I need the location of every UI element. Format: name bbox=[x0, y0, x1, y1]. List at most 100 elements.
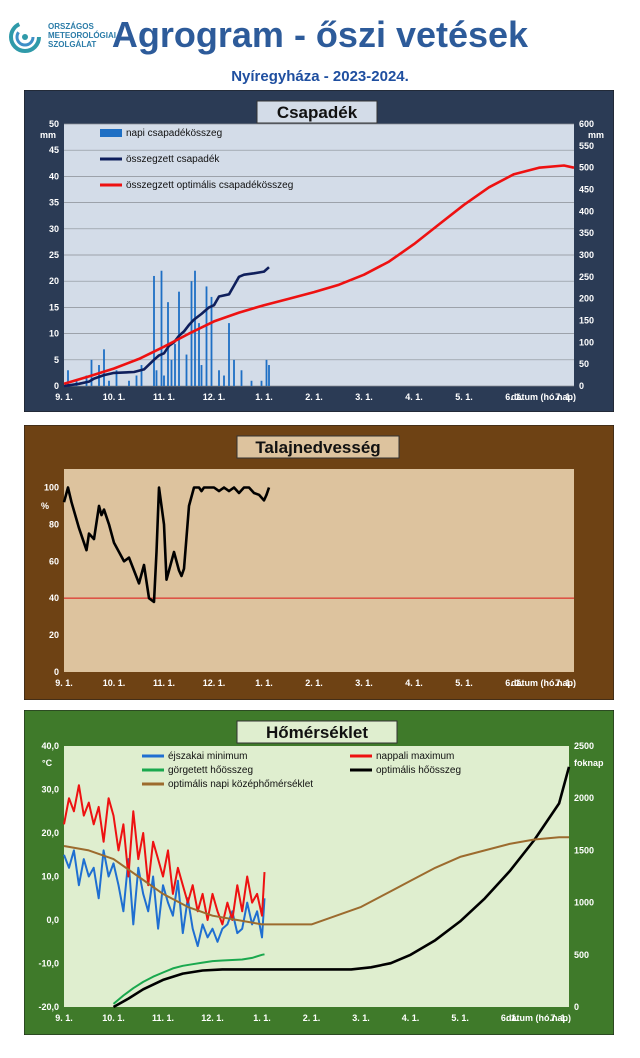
bar bbox=[218, 370, 220, 386]
legend-label: görgetett hőösszeg bbox=[168, 765, 253, 776]
y-right-tick-label: 1000 bbox=[574, 898, 594, 908]
bar bbox=[128, 380, 130, 386]
x-tick-label: 5. 1. bbox=[455, 678, 473, 688]
logo-text: ORSZÁGOS METEOROLÓGIAI SZOLGÁLAT bbox=[48, 22, 116, 49]
bar bbox=[67, 370, 69, 386]
chart-title: Csapadék bbox=[277, 103, 358, 122]
x-tick-label: 11. 1. bbox=[152, 1013, 174, 1023]
bar bbox=[268, 365, 270, 386]
x-axis-label: dátum (hó.nap) bbox=[511, 392, 576, 402]
legend-label: éjszakai minimum bbox=[168, 751, 247, 762]
precipitation-chart: Csapadék05101520253035404550050100150200… bbox=[24, 90, 614, 412]
logo-swirl-icon bbox=[9, 21, 41, 53]
y-tick-label: -10,0 bbox=[38, 959, 59, 969]
y-tick-label: 40 bbox=[49, 171, 59, 181]
x-tick-label: 3. 1. bbox=[352, 1013, 370, 1023]
x-tick-label: 9. 1. bbox=[55, 678, 73, 688]
x-tick-label: 10. 1. bbox=[103, 678, 126, 688]
bar bbox=[240, 370, 243, 386]
legend-swatch bbox=[100, 129, 122, 137]
logo: ORSZÁGOS METEOROLÓGIAI SZOLGÁLAT bbox=[8, 20, 128, 60]
x-tick-label: 7. 1. bbox=[555, 678, 573, 688]
y-right-axis-label: foknap bbox=[574, 758, 604, 768]
y-tick-label: 50 bbox=[49, 119, 59, 129]
y-tick-label: 80 bbox=[49, 519, 59, 529]
y-axis-label: mm bbox=[40, 130, 56, 140]
bar bbox=[223, 375, 225, 386]
x-tick-label: 2. 1. bbox=[305, 678, 323, 688]
bar bbox=[135, 375, 138, 386]
bar bbox=[115, 370, 118, 386]
y-tick-label: 25 bbox=[49, 250, 59, 260]
x-tick-label: 1. 1. bbox=[255, 678, 273, 688]
y-tick-label: 0,0 bbox=[46, 915, 59, 925]
bar bbox=[210, 296, 213, 386]
bar bbox=[185, 354, 188, 386]
y-right-tick-label: 200 bbox=[579, 294, 594, 304]
y-right-tick-label: 1500 bbox=[574, 845, 594, 855]
y-right-tick-label: 350 bbox=[579, 228, 594, 238]
bar bbox=[174, 344, 176, 386]
x-tick-label: 6. 1. bbox=[501, 1013, 519, 1023]
x-tick-label: 2. 1. bbox=[303, 1013, 321, 1023]
bar bbox=[250, 380, 253, 386]
plot-area bbox=[64, 469, 574, 672]
series-line bbox=[63, 784, 266, 926]
x-tick-label: 7. 1. bbox=[550, 1013, 568, 1023]
x-tick-label: 4. 1. bbox=[405, 392, 423, 402]
x-tick-label: 9. 1. bbox=[55, 1013, 73, 1023]
y-right-tick-label: 300 bbox=[579, 250, 594, 260]
series-line bbox=[63, 164, 575, 386]
y-right-tick-label: 500 bbox=[574, 950, 589, 960]
bar bbox=[200, 365, 203, 386]
y-tick-label: 20 bbox=[49, 276, 59, 286]
x-tick-label: 12. 1. bbox=[203, 392, 226, 402]
y-right-tick-label: 0 bbox=[574, 1002, 579, 1012]
legend-label: optimális napi középhőmérséklet bbox=[168, 779, 313, 790]
x-tick-label: 11. 1. bbox=[153, 392, 175, 402]
y-right-tick-label: 0 bbox=[579, 381, 584, 391]
y-tick-label: 10,0 bbox=[41, 872, 59, 882]
x-tick-label: 1. 1. bbox=[253, 1013, 271, 1023]
legend-label: összegzett optimális csapadékösszeg bbox=[126, 180, 293, 191]
bar bbox=[233, 359, 235, 386]
precipitation-panel: Csapadék 0 5 10 15 20 25 30 35 40 45 50 0 50 100 150 200… bbox=[24, 90, 614, 412]
chart-title-box bbox=[236, 720, 398, 744]
soil-moisture-chart: Talajnedvesség 0 20 40 60 80 100% 9. 1. 10. 1. 11… bbox=[24, 425, 614, 700]
bar bbox=[160, 270, 163, 386]
x-tick-label: 9. 1. bbox=[55, 392, 73, 402]
x-tick-label: 4. 1. bbox=[402, 1013, 420, 1023]
soil-moisture-panel: Talajnedvesség 0 20 40 60 80 100% 9. 1. 10. 1. 11… bbox=[24, 425, 614, 700]
chart-title-box bbox=[236, 435, 400, 459]
page-title: Agrogram - őszi vetések bbox=[111, 14, 529, 55]
y-right-tick-label: 2500 bbox=[574, 741, 594, 751]
x-tick-label: 3. 1. bbox=[355, 678, 373, 688]
series-line bbox=[112, 766, 571, 1009]
y-tick-label: 60 bbox=[49, 556, 59, 566]
legend-label: nappali maximum bbox=[376, 751, 454, 762]
y-right-tick-label: 450 bbox=[579, 185, 594, 195]
x-tick-label: 12. 1. bbox=[203, 678, 226, 688]
y-right-tick-label: 100 bbox=[579, 337, 594, 347]
y-right-tick-label: 250 bbox=[579, 272, 594, 282]
temperature-panel: Hőmérséklet -20,0 -10,0 0,0 10,0 20,0 30,0 40,0… bbox=[24, 710, 614, 1035]
bar bbox=[85, 375, 88, 386]
y-tick-label: 45 bbox=[49, 145, 59, 155]
x-tick-label: 3. 1. bbox=[355, 392, 373, 402]
bar bbox=[205, 286, 208, 386]
y-tick-label: -20,0 bbox=[38, 1002, 59, 1012]
bar bbox=[198, 323, 200, 386]
bar bbox=[163, 375, 165, 386]
x-axis-label: dátum (hó.nap) bbox=[511, 678, 576, 688]
x-axis-label: dátum (hó.nap) bbox=[506, 1013, 571, 1023]
bar bbox=[153, 275, 155, 386]
legend-label: optimális hőösszeg bbox=[376, 765, 461, 776]
x-tick-label: 6. 1. bbox=[505, 678, 523, 688]
legend-label: összegzett csapadék bbox=[126, 154, 220, 165]
y-axis-label: % bbox=[41, 501, 49, 511]
x-tick-label: 1. 1. bbox=[255, 392, 273, 402]
x-tick-label: 12. 1. bbox=[201, 1013, 224, 1023]
y-tick-label: 15 bbox=[49, 302, 59, 312]
y-tick-label: 40,0 bbox=[41, 741, 59, 751]
y-tick-label: 20,0 bbox=[41, 828, 59, 838]
